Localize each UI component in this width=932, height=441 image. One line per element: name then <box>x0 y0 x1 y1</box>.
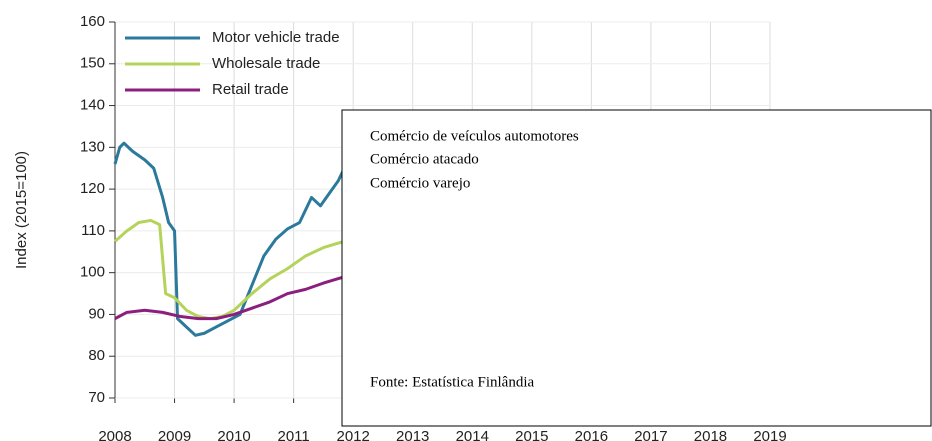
y-tick-label: 150 <box>80 55 105 72</box>
x-tick-label: 2019 <box>753 428 786 441</box>
x-tick-label: 2016 <box>575 428 608 441</box>
x-tick-label: 2013 <box>396 428 429 441</box>
x-tick-label: 2018 <box>694 428 727 441</box>
y-tick-label: 80 <box>88 347 105 364</box>
legend-label: Wholesale trade <box>212 55 320 72</box>
overlay-source: Fonte: Estatística Finlândia <box>370 374 534 390</box>
line <box>114 218 345 321</box>
y-axis-label: Index (2015=100) <box>13 151 30 269</box>
x-tick-label: 2017 <box>634 428 667 441</box>
line <box>113 141 346 337</box>
y-tick-label: 160 <box>80 13 105 30</box>
overlay-text: Comércio atacado <box>370 151 479 167</box>
legend-label: Motor vehicle trade <box>212 29 340 46</box>
x-tick-label: 2010 <box>217 428 250 441</box>
x-tick-label: 2011 <box>278 428 310 441</box>
x-tick-label: 2012 <box>336 428 369 441</box>
overlay-box: Comércio de veículos automotores Comérci… <box>341 109 932 427</box>
y-tick-label: 130 <box>80 138 105 155</box>
x-tick-label: 2015 <box>515 428 548 441</box>
y-tick-label: 70 <box>88 389 105 406</box>
y-tick-label: 120 <box>80 180 105 197</box>
y-tick-label: 100 <box>80 264 105 281</box>
overlay-frame <box>341 109 932 427</box>
x-tick-label: 2009 <box>158 428 191 441</box>
y-tick-label: 90 <box>88 305 105 322</box>
line <box>114 275 345 321</box>
y-tick-label: 110 <box>81 222 105 239</box>
x-tick-label: 2008 <box>98 428 131 441</box>
overlay-text: Comércio varejo <box>370 175 470 191</box>
y-tick-label: 140 <box>80 97 105 114</box>
x-tick-label: 2014 <box>456 428 489 441</box>
overlay-text: Comércio de veículos automotores <box>370 128 579 144</box>
legend-label: Retail trade <box>212 81 289 98</box>
